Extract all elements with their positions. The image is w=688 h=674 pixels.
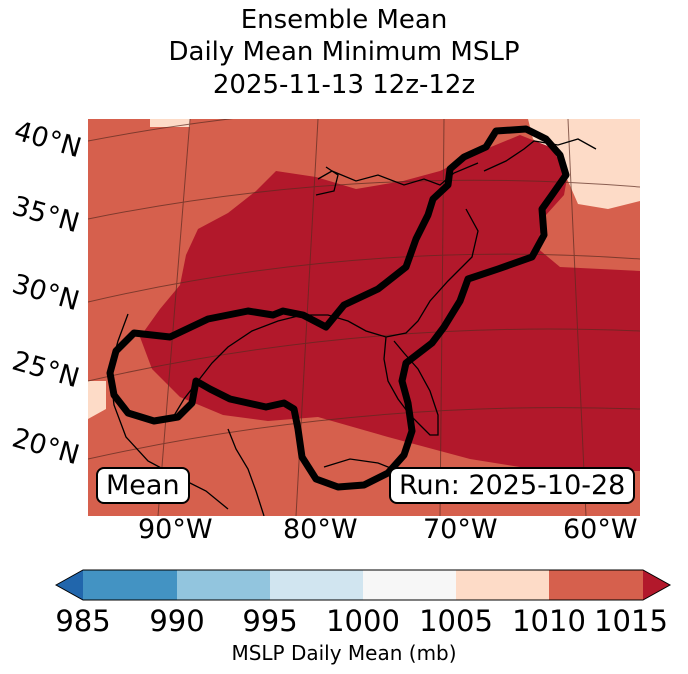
light-band-north [150,119,190,127]
mean-label-box: Mean [96,467,190,504]
colorbar-segment-985-990 [83,570,177,600]
map-panel [88,119,640,516]
chart-title-line-2: Daily Mean Minimum MSLP [168,37,520,67]
run-date-label-box: Run: 2025-10-28 [389,467,636,504]
colorbar-tick-990: 990 [149,604,205,638]
colorbar-segment-990-995 [177,570,270,600]
lon-label-80w: 80°W [283,514,358,545]
colorbar-segment-1000-1005 [363,570,456,600]
colorbar-segment-995-1000 [270,570,363,600]
lat-label-25n: 25°N [8,345,83,395]
chart-title-line-3: 2025-11-13 12z-12z [212,70,476,100]
colorbar-tick-995: 995 [242,604,298,638]
lon-label-90w: 90°W [138,514,213,545]
colorbar-segment-1010-1015 [549,570,643,600]
colorbar-tick-1015: 1015 [594,604,668,638]
lat-label-35n: 35°N [8,190,83,240]
colorbar-segment-1005-1010 [456,570,549,600]
lat-label-40n: 40°N [10,115,85,165]
colorbar-tick-1010: 1010 [512,604,586,638]
colorbar-tick-1005: 1005 [419,604,493,638]
colorbar-label: MSLP Daily Mean (mb) [231,641,457,665]
colorbar-outline [54,569,672,601]
colorbar-under-arrow [56,570,83,600]
light-band-northeast [528,119,640,209]
high-pressure-region [140,135,640,471]
colorbar-tick-1000: 1000 [326,604,400,638]
lat-label-20n: 20°N [8,422,83,472]
ensemble-contour-line [106,125,570,491]
lat-label-30n: 30°N [8,268,83,318]
light-band-west [88,381,106,419]
mslp-map [88,119,640,516]
colorbar [54,569,672,601]
chart-title-line-1: Ensemble Mean [240,5,448,35]
lon-label-60w: 60°W [563,514,638,545]
colorbar-over-arrow [643,570,670,600]
lon-label-70w: 70°W [423,514,498,545]
colorbar-tick-985: 985 [55,604,111,638]
